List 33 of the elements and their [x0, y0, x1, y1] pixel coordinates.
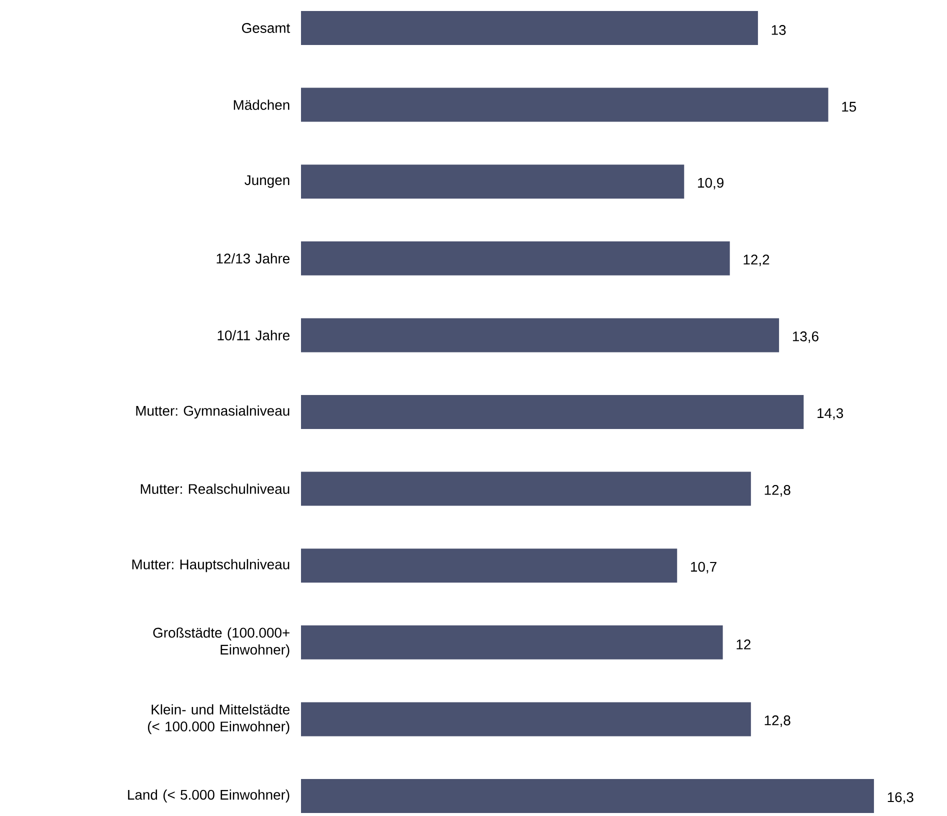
data-label: 12,8 [764, 485, 790, 497]
bar [301, 241, 730, 276]
y-tick-label: Mutter: Realschulniveau [140, 484, 290, 494]
y-tick-label: Land (< 5.000 Einwohner) [128, 790, 290, 803]
y-tick-label: Gesamt [242, 23, 290, 33]
y-tick-label: Jungen [244, 175, 290, 188]
bar [301, 395, 804, 430]
y-tick-label: 10/11 Jahre [218, 330, 290, 340]
data-label: 14,3 [818, 408, 844, 420]
y-tick-label: 12/13 Jahre [216, 253, 290, 264]
bar [301, 702, 751, 736]
bar [301, 164, 684, 199]
y-tick-label: Mädchen [234, 100, 290, 110]
bar [301, 779, 874, 814]
data-label: 13,6 [792, 331, 818, 343]
data-label: 16,3 [888, 792, 914, 804]
data-label: 12,2 [744, 254, 770, 266]
data-label: 15 [842, 102, 856, 112]
y-tick-label: Großstädte (100.000+ Einwohner) [153, 627, 290, 658]
y-tick-label: Mutter: Gymnasialniveau [136, 406, 290, 419]
bar [301, 548, 678, 583]
data-label: 12 [736, 640, 750, 650]
bar [301, 472, 751, 506]
bar [301, 11, 758, 45]
data-label: 10,9 [698, 178, 724, 190]
data-label: 10,7 [691, 562, 716, 574]
bar [301, 318, 780, 352]
data-label: 12,8 [764, 715, 790, 727]
bar [301, 625, 723, 660]
bar [301, 88, 828, 122]
data-label: 13 [772, 25, 786, 35]
y-tick-label: Klein- und Mittelstädte (< 100.000 Einwohner) [148, 704, 290, 734]
y-tick-label: Mutter: Hauptschulniveau [132, 559, 290, 572]
